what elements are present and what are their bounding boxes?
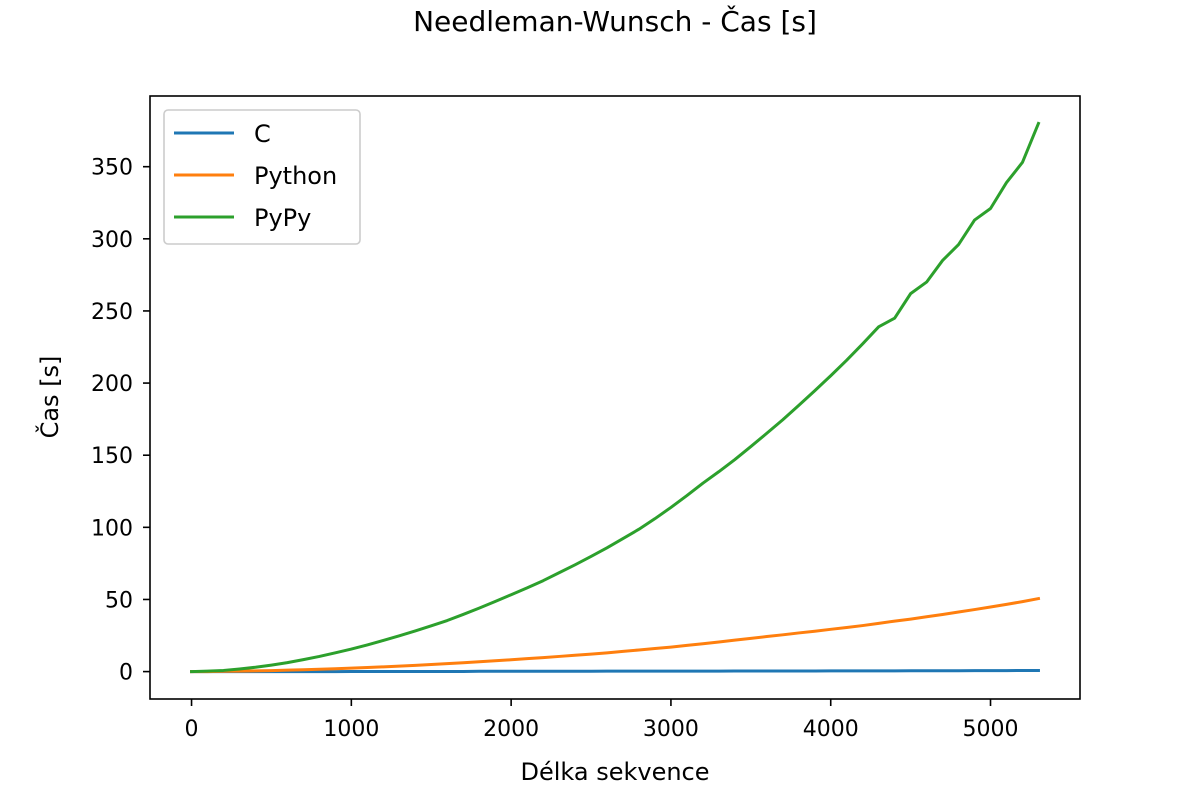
y-tick-label: 200 [91, 372, 133, 397]
chart-title: Needleman-Wunsch - Čas [s] [413, 4, 817, 38]
series-group [190, 121, 1041, 674]
x-tick-label: 5000 [963, 717, 1019, 742]
x-tick-label: 2000 [483, 717, 539, 742]
y-tick-label: 100 [91, 516, 133, 541]
legend-label-python: Python [254, 162, 337, 190]
legend-label-pypy: PyPy [254, 204, 311, 232]
x-tick-label: 0 [185, 717, 199, 742]
y-axis-label: Čas [s] [34, 356, 64, 439]
plot-area: 0 1000 2000 3000 4000 5000 0 50 100 150 200 250 300 3… [91, 95, 1081, 742]
y-tick-label: 0 [119, 661, 133, 686]
y-tick-label: 50 [105, 588, 133, 613]
y-tick-label: 300 [91, 228, 133, 253]
legend: C Python PyPy [163, 109, 361, 245]
series-line-pypy [190, 121, 1041, 674]
y-tick-label: 350 [91, 156, 133, 181]
y-tick-label: 250 [91, 300, 133, 325]
series-line-python [190, 596, 1041, 674]
y-tick-label: 150 [91, 444, 133, 469]
legend-box [163, 109, 361, 245]
series-line-c [190, 668, 1040, 674]
plot-frame [149, 95, 1081, 700]
x-axis-label: Délka sekvence [520, 758, 709, 786]
x-tick-label: 1000 [323, 717, 379, 742]
x-tick-label: 4000 [803, 717, 859, 742]
legend-label-c: C [254, 120, 271, 148]
x-tick-label: 3000 [643, 717, 699, 742]
